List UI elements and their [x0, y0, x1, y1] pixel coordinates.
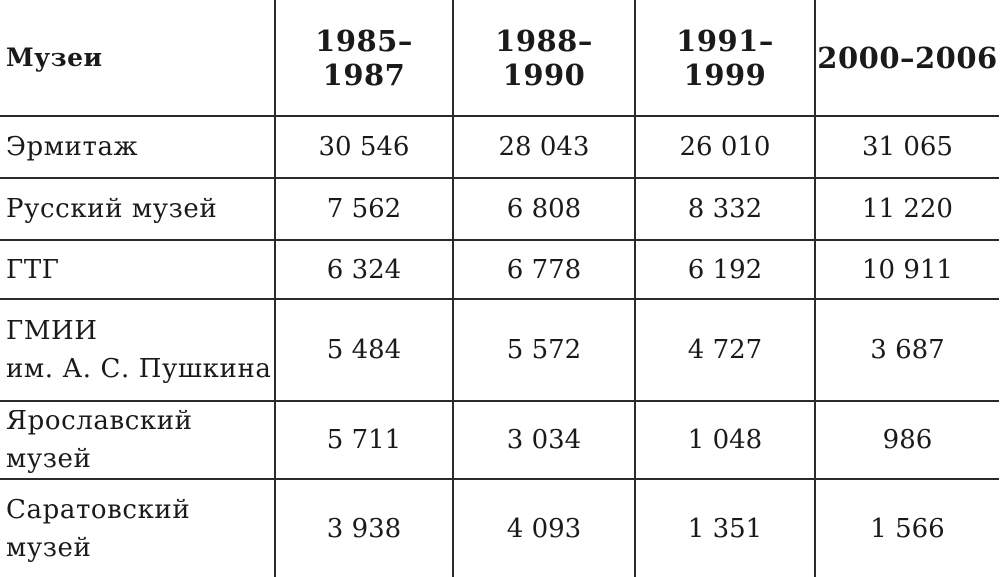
table-cell: 986 [814, 400, 999, 480]
table-cell: 3 034 [452, 400, 636, 480]
header-museums: Музеи [0, 0, 276, 117]
table-cell: 5 484 [274, 298, 454, 402]
table-row: Эрмитаж 30 546 28 043 26 010 31 065 [0, 115, 999, 179]
table-cell: 6 808 [452, 177, 636, 241]
table-cell: 6 324 [274, 239, 454, 300]
table-cell: 10 911 [814, 239, 999, 300]
table-cell: 28 043 [452, 115, 636, 179]
table-row: Ярославский музей 5 711 3 034 1 048 986 [0, 400, 999, 480]
table-cell: 6 778 [452, 239, 636, 300]
table-cell: 3 938 [274, 478, 454, 577]
table-cell: 6 192 [634, 239, 816, 300]
table-row: Саратовский музей 3 938 4 093 1 351 1 56… [0, 478, 999, 577]
museum-name: Русский музей [0, 177, 276, 241]
table-cell: 1 566 [814, 478, 999, 577]
header-period-1: 1985–1987 [274, 0, 454, 117]
table-row: ГТГ 6 324 6 778 6 192 10 911 [0, 239, 999, 300]
table-cell: 30 546 [274, 115, 454, 179]
header-period-2: 1988–1990 [452, 0, 636, 117]
table-cell: 26 010 [634, 115, 816, 179]
table-cell: 8 332 [634, 177, 816, 241]
table-cell: 5 711 [274, 400, 454, 480]
table-row: ГМИИ им. А. С. Пушкина 5 484 5 572 4 727… [0, 298, 999, 402]
table-cell: 11 220 [814, 177, 999, 241]
header-period-3: 1991–1999 [634, 0, 816, 117]
header-row: Музеи 1985–1987 1988–1990 1991–1999 2000… [0, 0, 999, 117]
table-cell: 5 572 [452, 298, 636, 402]
table-cell: 7 562 [274, 177, 454, 241]
table-cell: 1 048 [634, 400, 816, 480]
table-cell: 3 687 [814, 298, 999, 402]
table-cell: 31 065 [814, 115, 999, 179]
museum-name: Эрмитаж [0, 115, 276, 179]
table-cell: 4 727 [634, 298, 816, 402]
table-row: Русский музей 7 562 6 808 8 332 11 220 [0, 177, 999, 241]
museum-name: ГМИИ им. А. С. Пушкина [0, 298, 276, 402]
header-period-4: 2000–2006 [814, 0, 999, 117]
table-cell: 4 093 [452, 478, 636, 577]
table-cell: 1 351 [634, 478, 816, 577]
museum-name: Саратовский музей [0, 478, 276, 577]
museum-name: ГТГ [0, 239, 276, 300]
museum-name: Ярославский музей [0, 400, 276, 480]
